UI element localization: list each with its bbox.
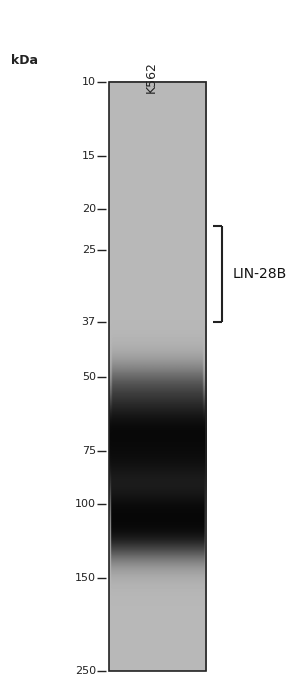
Text: 250: 250: [75, 667, 96, 676]
Text: 15: 15: [82, 151, 96, 162]
Text: 10: 10: [82, 77, 96, 87]
Text: kDa: kDa: [11, 54, 38, 66]
Text: LIN-28B: LIN-28B: [232, 267, 286, 281]
Text: 37: 37: [82, 316, 96, 327]
Text: 20: 20: [82, 204, 96, 214]
Bar: [109, 82, 206, 671]
Text: 100: 100: [75, 499, 96, 508]
Text: 25: 25: [82, 245, 96, 255]
Text: 75: 75: [82, 446, 96, 456]
Text: 150: 150: [75, 573, 96, 583]
Text: K562: K562: [144, 61, 157, 92]
Text: 50: 50: [82, 372, 96, 382]
